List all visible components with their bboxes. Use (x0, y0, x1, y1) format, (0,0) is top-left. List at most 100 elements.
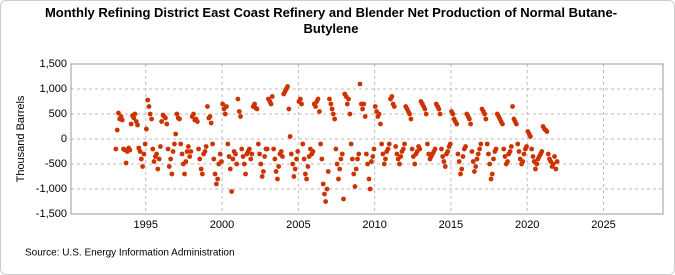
data-point (454, 121, 460, 127)
data-point (352, 184, 358, 189)
data-point (234, 161, 240, 167)
data-point (344, 101, 350, 107)
data-point (381, 161, 387, 167)
data-point (269, 94, 275, 99)
data-point (482, 111, 488, 117)
data-point (436, 106, 442, 112)
data-point (365, 161, 371, 167)
data-point (486, 151, 491, 157)
data-point (360, 106, 365, 112)
data-point (184, 149, 190, 154)
data-point (172, 141, 177, 147)
data-point (131, 115, 137, 121)
data-point (155, 166, 161, 172)
data-point (371, 146, 377, 152)
data-point (367, 186, 373, 192)
data-point (290, 161, 296, 167)
data-point (254, 106, 260, 112)
data-point (198, 166, 204, 172)
data-point (168, 156, 174, 162)
data-point (425, 141, 430, 147)
data-point (370, 154, 376, 159)
data-point (385, 146, 391, 152)
data-point (316, 109, 322, 114)
data-point (174, 111, 180, 117)
data-point (348, 141, 354, 147)
data-point (369, 159, 374, 164)
data-point (336, 176, 341, 182)
data-point (520, 159, 526, 164)
data-point (238, 114, 243, 119)
data-point (483, 116, 489, 122)
data-point (154, 151, 159, 157)
data-point (423, 111, 429, 117)
data-point (550, 161, 556, 167)
data-point (508, 144, 514, 149)
data-point (143, 126, 149, 132)
data-point (515, 141, 521, 147)
data-point (470, 159, 476, 164)
data-point (386, 141, 392, 147)
data-point (441, 159, 447, 164)
data-point (178, 141, 184, 147)
data-point (544, 129, 550, 134)
x-tick-label: 2000 (210, 219, 234, 231)
x-tick-label: 2010 (362, 219, 386, 231)
data-point (278, 149, 284, 154)
data-point (320, 181, 326, 187)
data-point (389, 94, 395, 99)
data-point (305, 164, 311, 169)
data-point (262, 154, 268, 159)
data-point (533, 166, 538, 172)
data-point (347, 111, 353, 117)
data-point (357, 81, 363, 87)
data-point (507, 149, 513, 154)
data-point (235, 96, 241, 102)
data-point (322, 191, 327, 197)
data-point (158, 144, 163, 149)
data-point (286, 106, 292, 112)
data-point (333, 146, 339, 152)
data-point (150, 146, 156, 152)
data-point (417, 146, 423, 152)
x-tick-label: 1995 (134, 219, 158, 231)
data-point (408, 116, 414, 122)
data-point (362, 114, 368, 119)
data-point (177, 116, 182, 122)
data-point (199, 171, 205, 177)
data-point (524, 144, 529, 149)
data-point (187, 154, 193, 159)
data-point (447, 141, 453, 147)
data-point (291, 174, 297, 179)
data-point (243, 171, 248, 177)
data-point (346, 96, 351, 102)
data-point (393, 144, 399, 149)
data-point (329, 106, 335, 112)
data-point (554, 159, 560, 164)
x-tick-label: 2015 (439, 219, 463, 231)
data-point (304, 176, 309, 182)
data-point (337, 166, 343, 172)
data-point (140, 164, 145, 169)
data-point (458, 171, 463, 177)
data-point (324, 186, 330, 192)
data-point (500, 121, 505, 127)
data-point (138, 156, 144, 162)
data-point (489, 171, 495, 177)
data-point (301, 156, 307, 162)
data-point (208, 120, 214, 126)
data-point (341, 196, 346, 202)
data-point (222, 111, 228, 117)
data-point (215, 176, 221, 182)
data-point (135, 122, 140, 128)
data-point (439, 146, 444, 152)
data-point (463, 144, 468, 149)
data-point (472, 169, 477, 174)
data-point (203, 144, 209, 149)
data-point (459, 166, 465, 172)
data-point (530, 154, 536, 159)
data-point (332, 116, 338, 122)
data-point (349, 156, 355, 162)
data-point (114, 127, 120, 133)
